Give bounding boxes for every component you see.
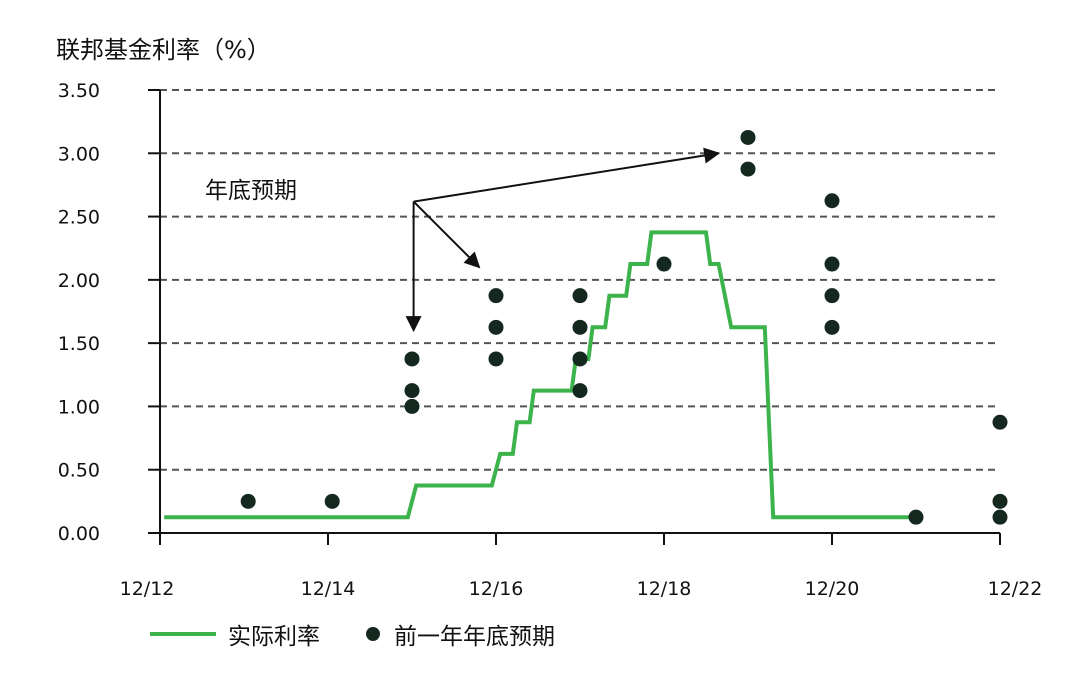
- y-tick-label: 1.00: [58, 396, 100, 418]
- legend-label-expected: 前一年年底预期: [394, 624, 555, 650]
- expectation-dot: [824, 193, 840, 209]
- y-tick-label: 2.50: [58, 207, 100, 229]
- x-tick-label: 12/20: [805, 578, 860, 600]
- annotation-label: 年底预期: [205, 178, 297, 204]
- expectation-dot: [992, 493, 1008, 509]
- expectation-dot: [740, 161, 756, 177]
- expectation-dot: [824, 288, 840, 304]
- y-tick-label: 0.50: [58, 460, 100, 482]
- expectation-dot: [992, 414, 1008, 430]
- expectation-dot: [488, 351, 504, 367]
- expectation-dot: [404, 383, 420, 399]
- y-tick-label: 3.50: [58, 80, 100, 102]
- axes: 0.00 0.50 1.00 1.50 2.00 2.50 3.00 3.50 12/12 12/…: [58, 80, 1043, 600]
- actual-rate-line: [164, 230, 916, 520]
- y-axis-title: 联邦基金利率（%）: [56, 36, 271, 64]
- expectation-dot: [824, 256, 840, 272]
- y-tick-label: 3.00: [58, 143, 100, 165]
- x-tick-label: 12/12: [120, 578, 175, 600]
- y-tick-label: 2.00: [58, 270, 100, 292]
- expectation-dot: [240, 493, 256, 509]
- grid-lines: [160, 89, 1000, 471]
- expectation-dot: [992, 509, 1008, 525]
- expectation-dot: [572, 383, 588, 399]
- x-tick-label: 12/22: [988, 578, 1043, 600]
- legend-item-expected: 前一年年底预期: [366, 617, 555, 651]
- y-tick-label: 1.50: [58, 333, 100, 355]
- expectation-dot: [824, 319, 840, 335]
- annotation-arrow-2: [413, 147, 721, 203]
- expectation-dot: [404, 398, 420, 414]
- y-tick-label: 0.00: [58, 523, 100, 545]
- x-tick-label: 12/18: [637, 578, 692, 600]
- expectation-dot: [572, 319, 588, 335]
- expectation-dot: [404, 351, 420, 367]
- legend-line-swatch: [150, 632, 216, 636]
- x-tick-label: 12/16: [469, 578, 524, 600]
- expectation-dot: [324, 493, 340, 509]
- legend-label-actual: 实际利率: [228, 624, 320, 650]
- expectation-dot: [656, 256, 672, 272]
- legend-item-actual: 实际利率: [150, 617, 320, 651]
- annotation: 年底预期: [205, 147, 721, 333]
- expectation-dot: [740, 129, 756, 145]
- legend-dot-swatch: [366, 627, 380, 641]
- expectation-dot: [572, 288, 588, 304]
- expectation-dot: [488, 319, 504, 335]
- annotation-arrow-1: [412, 200, 481, 269]
- legend: 实际利率 前一年年底预期: [150, 618, 555, 650]
- expectation-dot: [488, 288, 504, 304]
- series: [164, 129, 1008, 525]
- expectation-dot: [572, 351, 588, 367]
- expectation-dot: [908, 509, 924, 525]
- x-tick-label: 12/14: [301, 578, 356, 600]
